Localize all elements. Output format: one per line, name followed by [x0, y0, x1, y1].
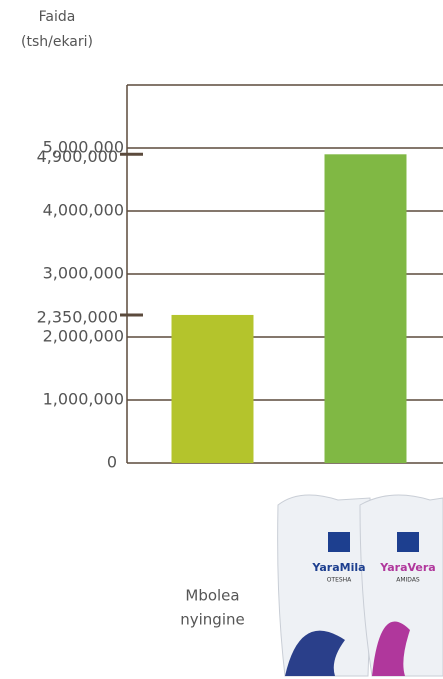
product-subname: AMIDAS	[396, 577, 420, 584]
x-tick-label: Mbolea	[185, 587, 239, 605]
chart-title: Faida	[39, 9, 76, 25]
x-tick-label: nyingine	[180, 611, 244, 629]
bar	[171, 314, 254, 463]
product-bags	[277, 494, 443, 677]
y-tick-label: 1,000,000	[43, 390, 124, 409]
y-tick-label: 0	[107, 453, 117, 472]
chart-title: (tsh/ekari)	[21, 34, 93, 50]
y-tick-label: 5,000,000	[43, 138, 124, 157]
y-tick-label: 2,000,000	[43, 327, 124, 346]
y-tick-label: 4,000,000	[43, 201, 124, 220]
bar	[324, 154, 407, 464]
value-label: 4,900,000	[37, 147, 118, 166]
value-label: 2,350,000	[37, 307, 118, 326]
product-name: YaraMila	[311, 561, 365, 574]
y-tick-label: 3,000,000	[43, 264, 124, 283]
product-subname: OTESHA	[327, 577, 352, 584]
product-name: YaraVera	[379, 561, 435, 574]
